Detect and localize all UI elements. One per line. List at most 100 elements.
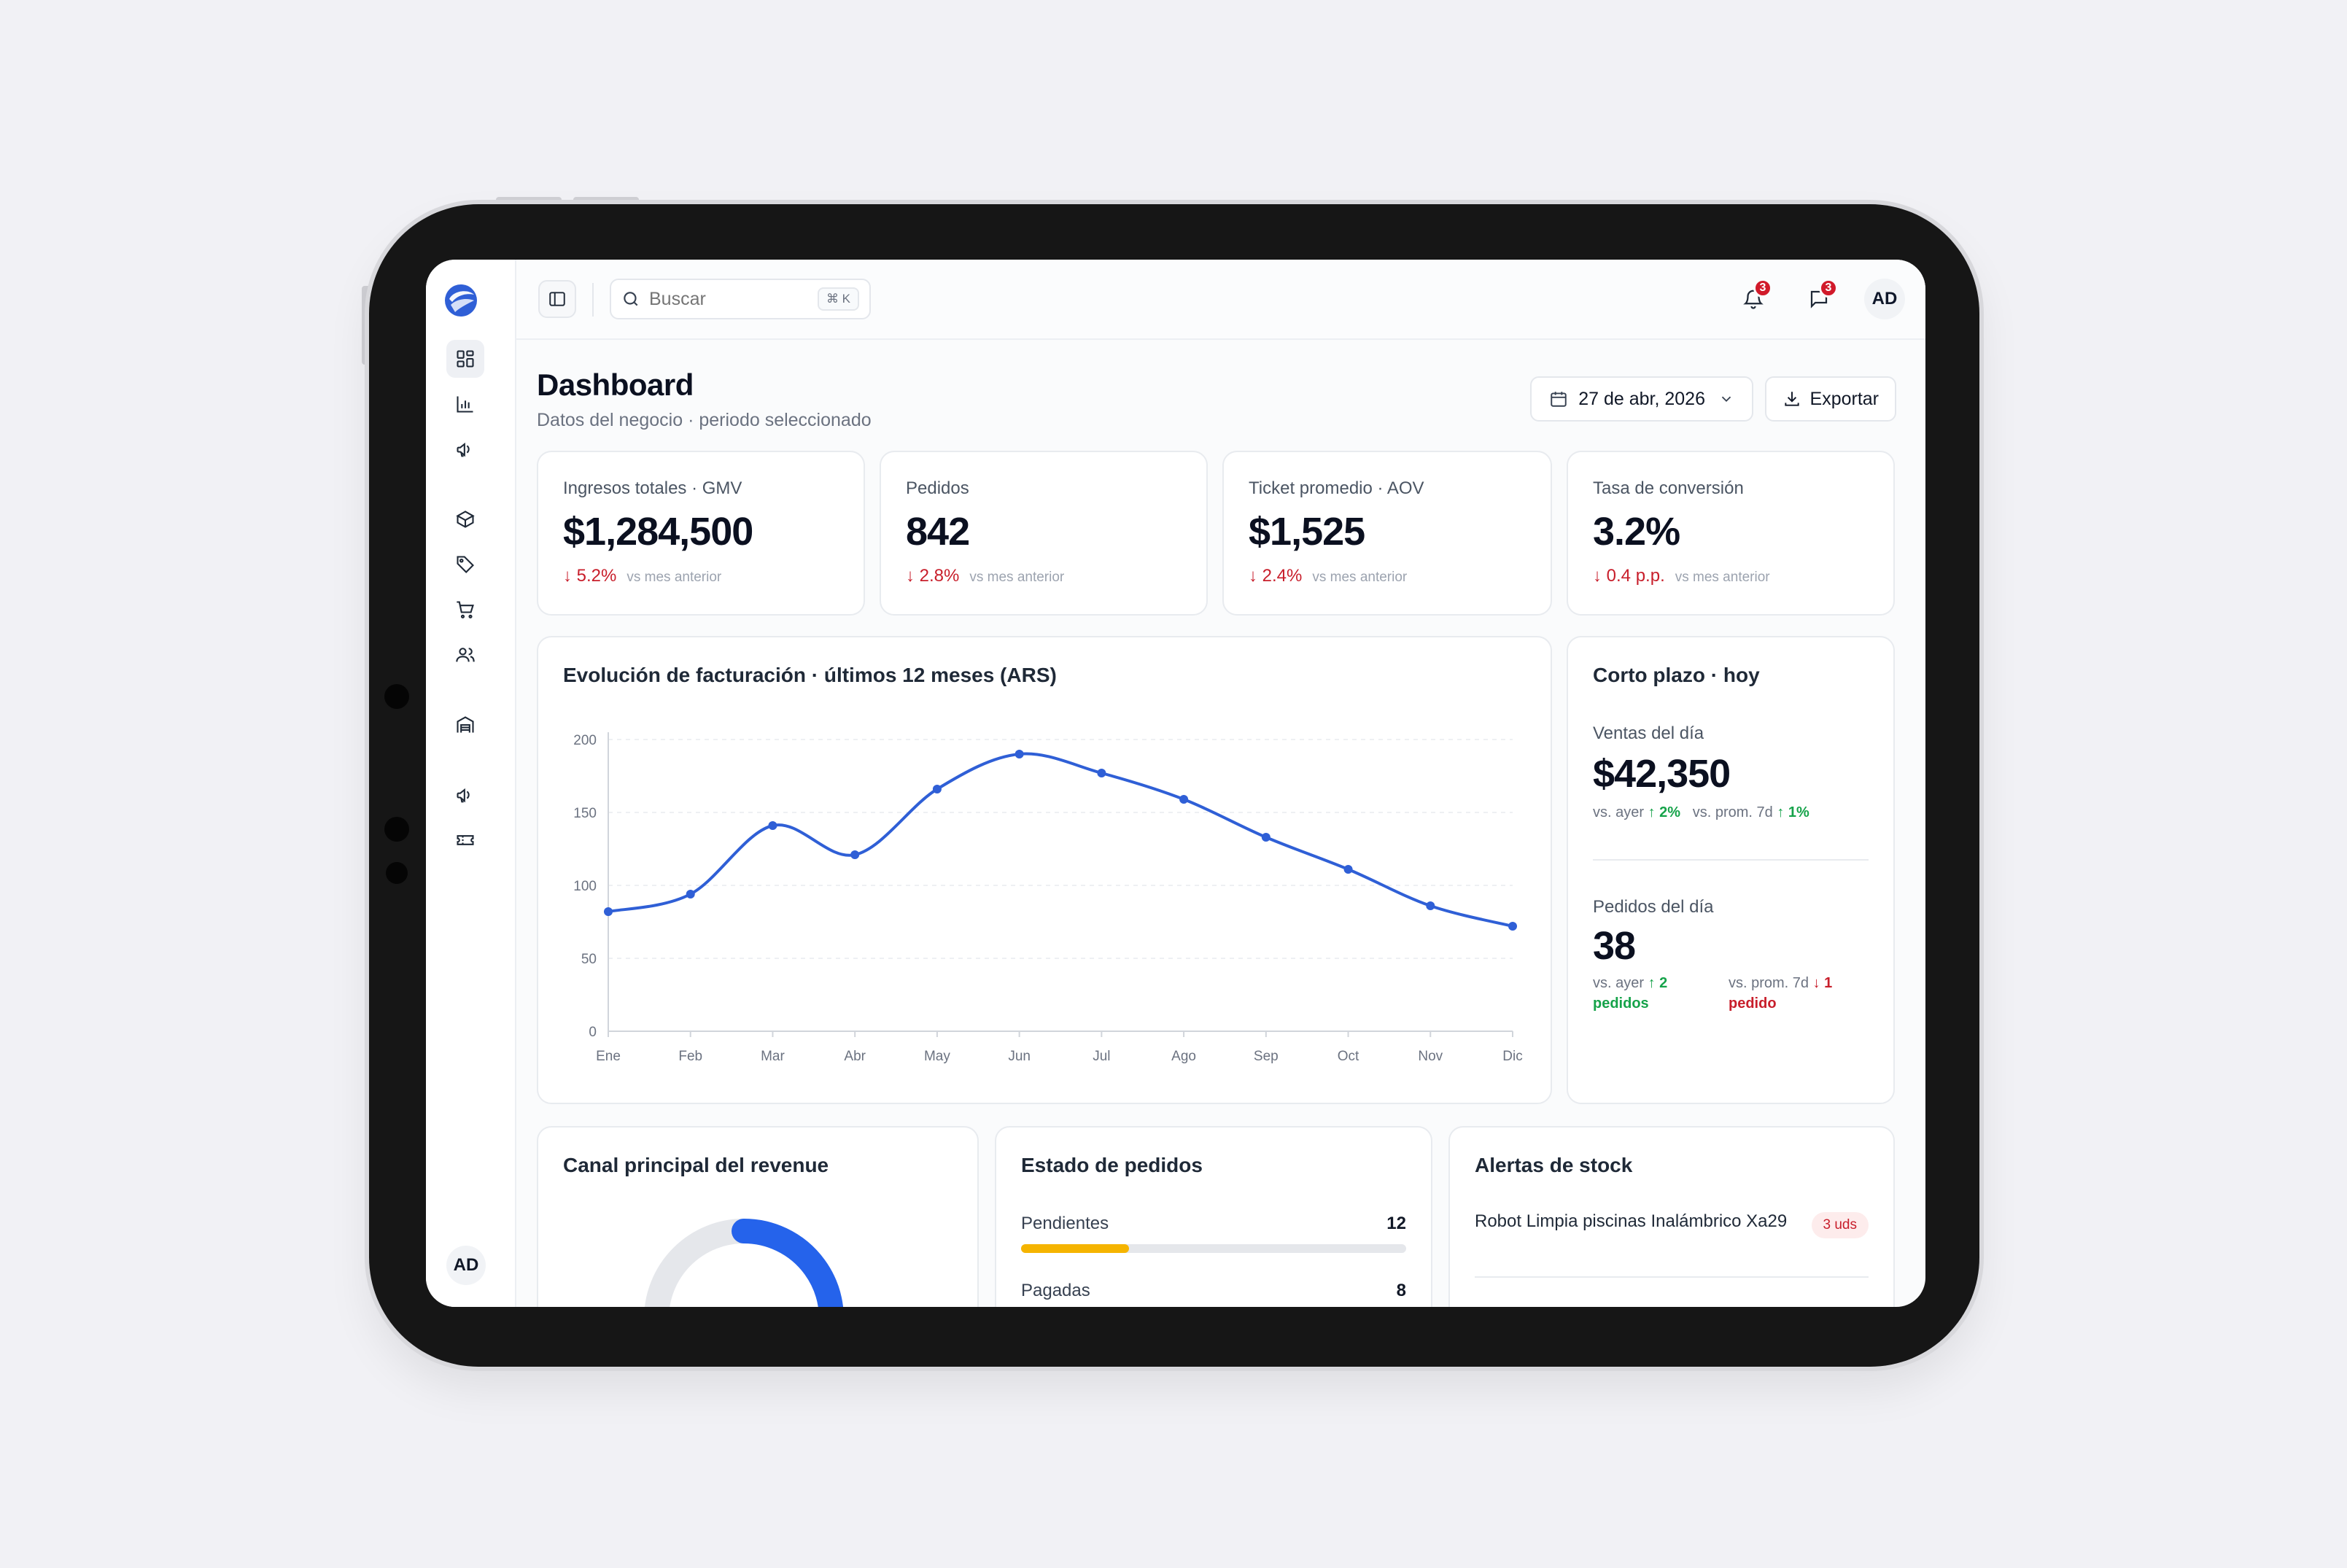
sales-day-comparison: vs. ayer ↑ 2% vs. prom. 7d ↑ 1% [1593,802,1809,823]
sidebar-item-dashboard[interactable] [446,340,484,378]
order-status-title: Estado de pedidos [1021,1154,1203,1176]
donut-segment [732,1219,843,1307]
kpi-delta: ↓ 2.4% vs mes anterior [1249,566,1407,586]
kpi-delta-value: ↓ 5.2% [563,566,617,586]
sidebar-item-orders[interactable] [446,591,484,629]
x-tick-label: Ago [1171,1049,1196,1064]
sidebar-item-campaigns[interactable] [446,776,484,814]
sales-vs-yesterday-label: vs. ayer [1593,804,1645,820]
kpi-label: Ticket promedio · AOV [1249,478,1424,498]
x-tick-label: May [924,1049,950,1064]
data-point [1179,795,1189,804]
sidebar-item-customers[interactable] [446,636,484,674]
sidebar-item-coupons[interactable] [446,821,484,859]
export-button[interactable]: Exportar [1764,376,1896,422]
y-tick-label: 0 [589,1025,597,1040]
search-box[interactable]: ⌘ K [610,279,871,319]
data-point [1343,865,1353,874]
sales-vs-yesterday-delta: ↑ 2% [1648,804,1681,820]
sidebar-user-avatar[interactable]: AD [446,1246,486,1285]
stock-item-name[interactable]: Robot Limpia piscinas Inalámbrico Xa29 [1475,1211,1788,1231]
megaphone-icon [457,788,470,803]
status-bar-pending [1021,1244,1406,1253]
cart-icon [457,601,474,618]
orders-vs-avg-delta: ↓ 1 pedido [1729,975,1833,1012]
status-value-pending: 12 [1386,1214,1406,1233]
chevron-down-icon [1721,396,1731,403]
sidebar-item-products[interactable] [446,500,484,538]
page-title: Dashboard [537,368,694,402]
data-point [1508,922,1517,931]
tablet-power-button [362,286,369,365]
search-shortcut: ⌘ K [817,287,859,311]
order-status-card: Estado de pedidos Pendientes 12 Pagadas … [995,1126,1432,1307]
sidebar-item-analytics[interactable] [446,385,484,423]
x-tick-label: Sep [1254,1049,1279,1064]
app-screen: AD ⌘ K 3 3 AD Dashboard Datos del negoci… [426,260,1925,1307]
kpi-value: $1,284,500 [563,510,753,554]
data-point [1426,901,1435,910]
date-picker-button[interactable]: 27 de abr, 2026 [1530,376,1753,422]
user-avatar[interactable]: AD [1864,279,1905,319]
x-tick-label: Mar [761,1049,785,1064]
chart-title: Evolución de facturación · últimos 12 me… [563,664,1057,686]
kpi-delta: ↓ 2.8% vs mes anterior [906,566,1064,586]
stock-divider [1475,1276,1869,1278]
notifications-button[interactable]: 3 [1733,279,1774,319]
revenue-channel-card: Canal principal del revenue [537,1126,979,1307]
export-label: Exportar [1809,388,1879,409]
kpi-card-orders: Pedidos 842 ↓ 2.8% vs mes anterior [880,451,1208,616]
grid-icon [457,350,474,368]
warehouse-icon [457,716,474,733]
camera-dot [386,862,408,884]
sidebar-item-tags[interactable] [446,546,484,583]
kpi-card-aov: Ticket promedio · AOV $1,525 ↓ 2.4% vs me… [1222,451,1552,616]
x-tick-label: Jul [1093,1049,1110,1064]
x-tick-label: Abr [844,1049,866,1064]
search-icon [624,292,638,306]
data-point [932,785,942,793]
search-input[interactable] [649,288,817,310]
status-value-paid: 8 [1396,1281,1406,1300]
orders-day-label: Pedidos del día [1593,897,1714,917]
notifications-badge: 3 [1753,279,1772,298]
short-term-divider [1593,859,1869,861]
orders-vs-avg: vs. prom. 7d ↓ 1 pedido [1729,973,1874,1014]
tablet-volume-button [496,197,562,204]
orders-vs-yesterday-label: vs. ayer [1593,975,1645,991]
status-bar-fill-pending [1021,1244,1129,1253]
kpi-delta-vs: vs mes anterior [626,570,722,585]
sidebar-item-marketing[interactable] [446,430,484,468]
x-tick-label: Feb [678,1049,702,1064]
sales-day-value: $42,350 [1593,752,1731,796]
users-icon [456,648,475,662]
revenue-channel-title: Canal principal del revenue [563,1154,829,1176]
bell-icon [1743,290,1764,309]
revenue-line-chart: 0 50 100 150 200 Ene Feb Mar Abr May Jun Jul Ago Sep O… [573,732,1523,1064]
y-tick-label: 200 [573,733,597,748]
kpi-value: 842 [906,510,970,554]
sidebar-item-warehouse[interactable] [446,706,484,744]
sidebar-toggle-button[interactable] [538,280,576,318]
messages-button[interactable]: 3 [1799,279,1839,319]
sidebar-panel-icon [549,292,565,306]
kpi-delta-vs: vs mes anterior [969,570,1065,585]
orders-vs-yesterday: vs. ayer ↑ 2 pedidos [1593,973,1724,1014]
sales-vs-avg-label: vs. prom. 7d [1692,804,1773,820]
kpi-label: Ingresos totales · GMV [563,478,742,498]
x-tick-label: Oct [1338,1049,1359,1064]
logo-icon[interactable] [443,283,478,318]
topbar-divider [592,283,594,317]
tag-icon [457,556,474,573]
y-tick-label: 150 [573,806,597,821]
kpi-delta-vs: vs mes anterior [1312,570,1408,585]
tablet-volume-button [573,197,639,204]
x-tick-label: Ene [596,1049,621,1064]
orders-vs-yesterday-delta: ↑ 2 pedidos [1593,975,1668,1012]
kpi-label: Tasa de conversión [1593,478,1744,498]
date-picker-label: 27 de abr, 2026 [1578,388,1705,409]
data-point [768,821,777,830]
kpi-delta: ↓ 0.4 p.p. vs mes anterior [1593,566,1770,586]
kpi-delta-vs: vs mes anterior [1675,570,1770,585]
kpi-card-gmv: Ingresos totales · GMV $1,284,500 ↓ 5.2%… [537,451,865,616]
